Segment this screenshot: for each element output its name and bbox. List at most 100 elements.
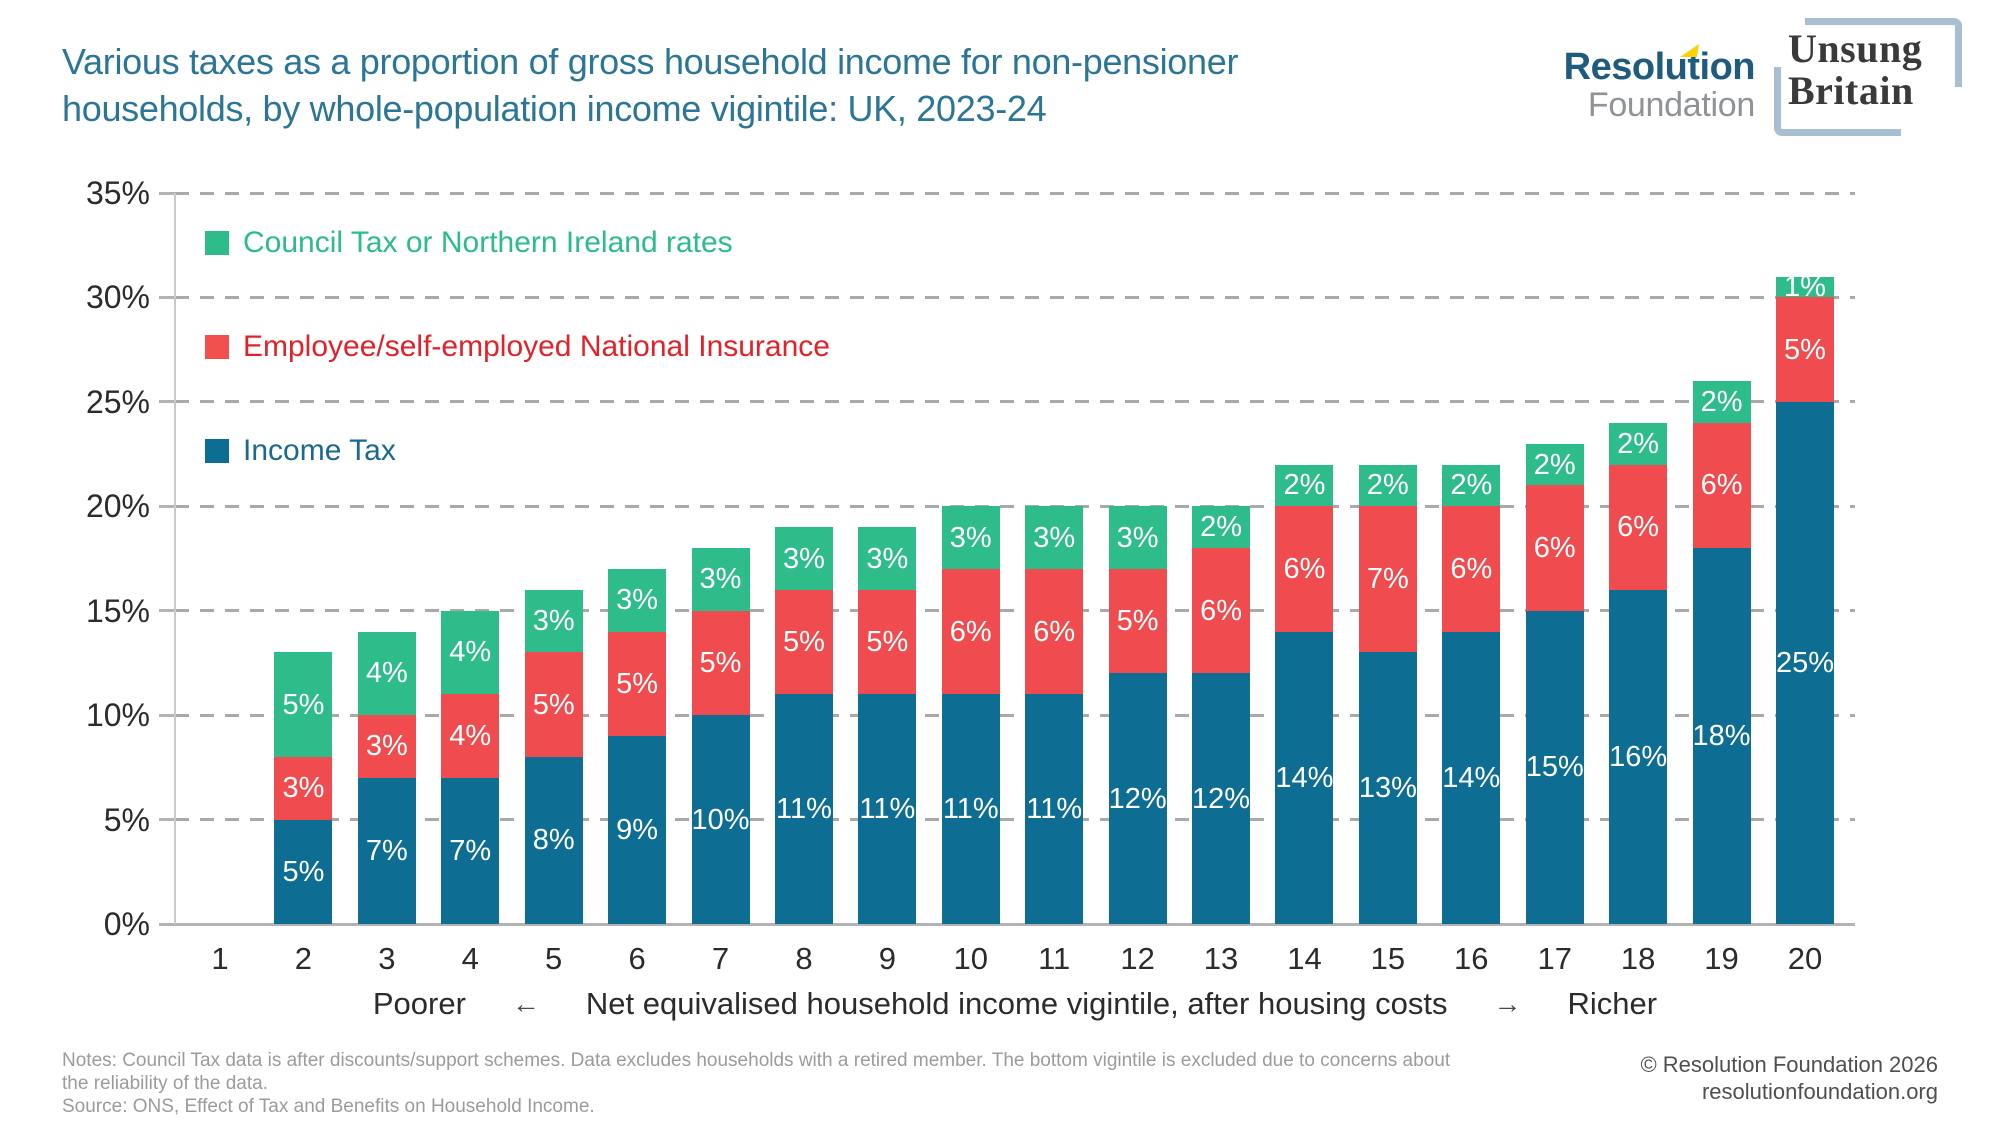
bar-segment bbox=[524, 652, 583, 757]
bar-value-label: 2% bbox=[1200, 511, 1242, 544]
right-arrow-icon: → bbox=[1493, 988, 1522, 1019]
bar-value-label: 15% bbox=[1525, 751, 1584, 784]
gridline-30 bbox=[175, 295, 1855, 299]
bar-segment bbox=[858, 694, 917, 924]
bar-segment bbox=[941, 568, 1000, 695]
bar-value-label: 6% bbox=[1700, 469, 1743, 502]
bar-segment bbox=[357, 715, 416, 778]
bar-segment bbox=[1525, 610, 1584, 924]
bar-segment bbox=[1025, 568, 1084, 695]
y-axis-tick bbox=[159, 818, 175, 822]
unsung-britain-wordmark: Unsung Britain bbox=[1788, 28, 1922, 112]
gridline-20 bbox=[175, 504, 1855, 508]
gridline-5 bbox=[175, 818, 1855, 822]
bar-segment bbox=[1775, 297, 1834, 402]
notes-text: Notes: Council Tax data is after discoun… bbox=[62, 1049, 1450, 1118]
y-axis-label: 15% bbox=[85, 592, 150, 629]
x-tick-label: 10 bbox=[953, 941, 988, 976]
x-tick-label: 13 bbox=[1203, 941, 1239, 976]
y-axis-tick bbox=[159, 400, 175, 404]
bar-value-label: 2% bbox=[1366, 469, 1409, 502]
x-tick-label: 12 bbox=[1120, 941, 1155, 976]
bar-segment bbox=[1775, 401, 1834, 924]
x-tick-label: 14 bbox=[1287, 941, 1322, 976]
legend-label: Income Tax bbox=[243, 434, 396, 467]
bar-segment bbox=[274, 819, 333, 924]
bar-value-label: 13% bbox=[1358, 772, 1417, 805]
bar-value-label: 2% bbox=[1283, 469, 1326, 502]
bar-value-label: 11% bbox=[775, 793, 832, 826]
bar-segment bbox=[1358, 652, 1417, 924]
bar-value-label: 5% bbox=[532, 688, 575, 721]
bar-segment bbox=[691, 610, 750, 716]
bar-segment bbox=[1192, 548, 1251, 674]
y-axis-label: 5% bbox=[103, 801, 150, 838]
bar-segment bbox=[1025, 694, 1084, 924]
bar-segment bbox=[691, 548, 750, 611]
bar-value-label: 6% bbox=[1283, 552, 1326, 585]
y-axis-label: 25% bbox=[85, 383, 150, 420]
bar-segment bbox=[1692, 422, 1751, 549]
bar-value-label: 25% bbox=[1775, 646, 1834, 679]
bar-value-label: 9% bbox=[616, 814, 659, 846]
y-axis-label: 0% bbox=[103, 906, 150, 942]
x-tick-label: 9 bbox=[878, 941, 896, 976]
bar-segment bbox=[1108, 673, 1167, 924]
bar-segment bbox=[1775, 276, 1834, 298]
y-axis-tick bbox=[159, 504, 175, 508]
legend-swatch bbox=[205, 231, 229, 255]
bar-segment bbox=[774, 589, 833, 695]
bar-value-label: 5% bbox=[1784, 333, 1826, 366]
bar-segment bbox=[524, 589, 583, 653]
copyright-text: © Resolution Foundation 2026 bbox=[1640, 1052, 1938, 1077]
bar-value-label: 11% bbox=[1026, 793, 1083, 826]
bar-value-label: 4% bbox=[365, 657, 408, 690]
notes-line: the reliability of the data. bbox=[62, 1073, 268, 1094]
bar-segment bbox=[774, 694, 833, 924]
bar-value-label: 7% bbox=[365, 834, 408, 867]
unsung-britain-logo: Unsung Britain bbox=[1774, 18, 1962, 136]
bar-segment bbox=[1275, 631, 1334, 924]
poorer-label: Poorer bbox=[372, 986, 466, 1021]
bar-segment bbox=[941, 694, 1000, 924]
x-tick-label: 11 bbox=[1038, 941, 1071, 976]
bar-segment bbox=[1609, 422, 1668, 465]
bar-segment bbox=[357, 631, 416, 716]
y-axis-line bbox=[174, 193, 176, 924]
x-tick-label: 15 bbox=[1370, 941, 1406, 976]
title-line-2: households, by whole-population income v… bbox=[62, 88, 1047, 129]
bar-segment bbox=[1108, 568, 1167, 674]
bar-value-label: 6% bbox=[1450, 552, 1493, 585]
bar-value-label: 5% bbox=[616, 667, 659, 700]
bar-value-label: 4% bbox=[449, 720, 492, 753]
bar-value-label: 2% bbox=[1533, 448, 1576, 481]
bar-value-label: 3% bbox=[1116, 521, 1159, 554]
bar-value-label: 8% bbox=[532, 824, 575, 857]
bar-segment bbox=[1525, 443, 1584, 486]
bar-value-label: 6% bbox=[1533, 532, 1576, 565]
x-axis-title: Net equivalised household income viginti… bbox=[585, 986, 1448, 1021]
source-line: Source: ONS, Effect of Tax and Benefits … bbox=[62, 1096, 595, 1117]
y-axis-tick bbox=[159, 295, 175, 299]
bar-value-label: 4% bbox=[449, 636, 492, 669]
bar-value-label: 10% bbox=[691, 803, 750, 836]
bar-segment bbox=[441, 610, 500, 695]
foundation-word: Foundation bbox=[1587, 86, 1755, 124]
bar-value-label: 6% bbox=[1617, 511, 1660, 544]
website-link[interactable]: resolutionfoundation.org bbox=[1701, 1079, 1938, 1104]
copyright-block: © Resolution Foundation 2026 resolutionf… bbox=[1640, 1051, 1938, 1105]
x-tick-label: 20 bbox=[1787, 941, 1823, 976]
left-arrow-icon: ← bbox=[511, 988, 540, 1019]
notes-line: Notes: Council Tax data is after discoun… bbox=[62, 1050, 1451, 1071]
y-axis-tick bbox=[159, 609, 175, 613]
bar-segment bbox=[1108, 506, 1167, 569]
bar-segment bbox=[1025, 506, 1084, 569]
bar-value-label: 2% bbox=[1700, 385, 1743, 418]
bar-segment bbox=[1442, 631, 1501, 924]
legend-swatch bbox=[205, 439, 229, 463]
bar-value-label: 3% bbox=[699, 563, 742, 596]
legend-label: Employee/self-employed National Insuranc… bbox=[243, 330, 830, 363]
bar-value-label: 3% bbox=[1033, 521, 1076, 554]
bar-segment bbox=[1609, 464, 1668, 590]
